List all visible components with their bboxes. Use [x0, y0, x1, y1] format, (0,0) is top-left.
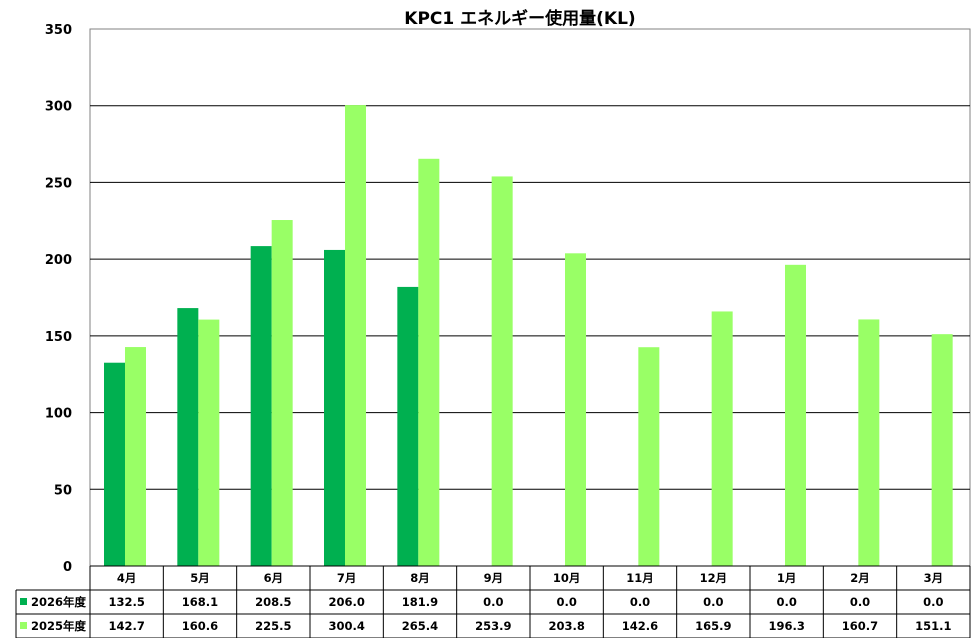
- data-label: 265.4: [402, 619, 438, 633]
- y-tick-label: 250: [45, 176, 72, 191]
- x-tick-label: 4月: [117, 571, 137, 585]
- data-label: 165.9: [695, 619, 731, 633]
- plot-area: [89, 28, 971, 567]
- data-label: 168.1: [182, 595, 218, 609]
- bar-2026年度-8月: [397, 286, 419, 566]
- data-label: 206.0: [328, 595, 364, 609]
- data-label: 0.0: [850, 595, 870, 609]
- bar-2025年度-1月: [785, 264, 806, 566]
- data-label: 142.7: [108, 619, 144, 633]
- bars: [104, 105, 953, 567]
- data-label: 300.4: [328, 619, 364, 633]
- y-tick-label: 100: [45, 407, 72, 422]
- data-label: 0.0: [630, 595, 650, 609]
- x-tick-label: 8月: [410, 571, 430, 585]
- bar-2026年度-4月: [104, 362, 125, 566]
- data-label: 208.5: [255, 595, 291, 609]
- legend-swatch-2026年度: [20, 598, 27, 605]
- bar-2025年度-8月: [418, 158, 440, 566]
- gridlines: [89, 28, 971, 567]
- y-tick-label: 350: [45, 23, 72, 38]
- legend-label: 2025年度: [31, 619, 87, 633]
- bar-2025年度-9月: [491, 176, 513, 566]
- bar-2026年度-7月: [324, 249, 345, 567]
- data-label: 0.0: [776, 595, 796, 609]
- x-tick-label: 1月: [777, 571, 797, 585]
- x-tick-label: 2月: [850, 571, 870, 585]
- chart-title: KPC1 エネルギー使用量(KL): [404, 8, 635, 29]
- bar-2025年度-7月: [345, 105, 366, 566]
- x-tick-label: 11月: [626, 571, 654, 585]
- x-tick-label: 3月: [924, 571, 944, 585]
- data-label: 253.9: [475, 619, 511, 633]
- bar-2025年度-2月: [858, 319, 880, 566]
- x-tick-label: 7月: [337, 571, 357, 585]
- legend-swatch-2025年度: [20, 622, 27, 629]
- bar-2025年度-3月: [931, 334, 953, 566]
- data-label: 0.0: [923, 595, 943, 609]
- data-label: 0.0: [483, 595, 503, 609]
- data-label: 0.0: [703, 595, 723, 609]
- y-axis-ticks: 0 50 100 150 200 250 300 350: [45, 23, 72, 575]
- data-label: 225.5: [255, 619, 291, 633]
- y-tick-label: 50: [54, 483, 72, 498]
- y-tick-label: 300: [45, 100, 72, 115]
- bar-2025年度-11月: [638, 347, 660, 566]
- data-table: 4月 5月 6月 7月 8月 9月 10月 11月 12月 1月 2月 3月 2026年度 132.5 16…: [15, 565, 971, 638]
- bar-2025年度-5月: [198, 319, 220, 566]
- data-label: 0.0: [556, 595, 576, 609]
- data-label: 151.1: [915, 619, 951, 633]
- data-label: 196.3: [768, 619, 804, 633]
- y-tick-label: 200: [45, 253, 72, 268]
- bar-2025年度-12月: [711, 311, 733, 566]
- x-tick-label: 9月: [484, 571, 504, 585]
- data-label: 132.5: [108, 595, 144, 609]
- data-label: 203.8: [548, 619, 584, 633]
- legend-label: 2026年度: [31, 595, 87, 609]
- x-tick-label: 12月: [700, 571, 728, 585]
- data-label: 160.7: [842, 619, 878, 633]
- x-tick-label: 6月: [264, 571, 284, 585]
- bar-2025年度-10月: [565, 253, 586, 567]
- bar-2025年度-6月: [271, 220, 293, 567]
- x-tick-label: 10月: [553, 571, 581, 585]
- data-label: 160.6: [182, 619, 218, 633]
- bar-2026年度-5月: [177, 308, 199, 566]
- y-tick-label: 0: [63, 560, 72, 575]
- bar-2026年度-6月: [250, 246, 272, 566]
- x-tick-label: 5月: [190, 571, 210, 585]
- data-label: 181.9: [402, 595, 438, 609]
- data-label: 142.6: [622, 619, 658, 633]
- y-tick-label: 150: [45, 330, 72, 345]
- bar-2025年度-4月: [125, 347, 146, 566]
